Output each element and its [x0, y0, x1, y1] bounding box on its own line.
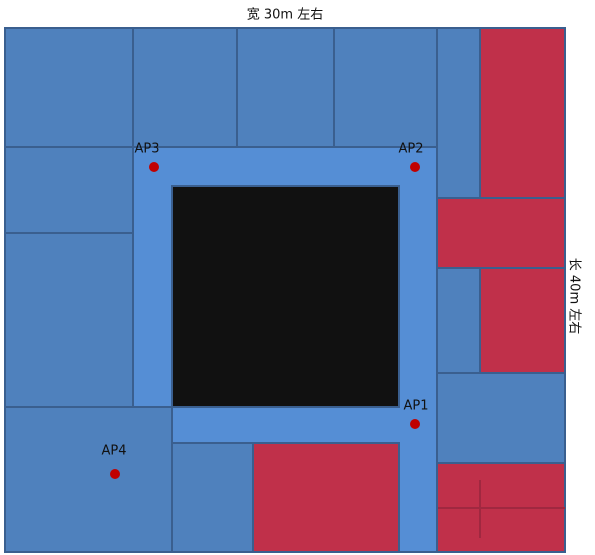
- room: [436, 267, 481, 374]
- room: [333, 27, 438, 148]
- room: [4, 27, 134, 148]
- access-points: AP1 AP2 AP3 AP4: [101, 142, 429, 479]
- ap-label: AP1: [403, 399, 428, 414]
- ap-label: AP4: [101, 444, 126, 459]
- ap-dot: [110, 469, 120, 479]
- ap-dot: [149, 162, 159, 172]
- room: [436, 27, 481, 199]
- room: [171, 442, 254, 553]
- room-red: [479, 267, 566, 374]
- room: [4, 146, 134, 234]
- room: [436, 372, 566, 464]
- atrium: [171, 185, 400, 408]
- length-label: 长 40m 左右: [567, 258, 582, 334]
- ap-label: AP3: [134, 142, 159, 157]
- ap-dot: [410, 162, 420, 172]
- room: [236, 27, 335, 148]
- room: [132, 27, 238, 148]
- room: [4, 232, 134, 408]
- width-label: 宽 30m 左右: [247, 7, 323, 23]
- room: [4, 406, 173, 553]
- ap-label: AP2: [398, 142, 423, 157]
- rooms: [4, 27, 566, 553]
- room-red: [436, 197, 566, 269]
- ap-dot: [410, 419, 420, 429]
- room-red: [252, 442, 400, 553]
- room-red: [479, 27, 566, 199]
